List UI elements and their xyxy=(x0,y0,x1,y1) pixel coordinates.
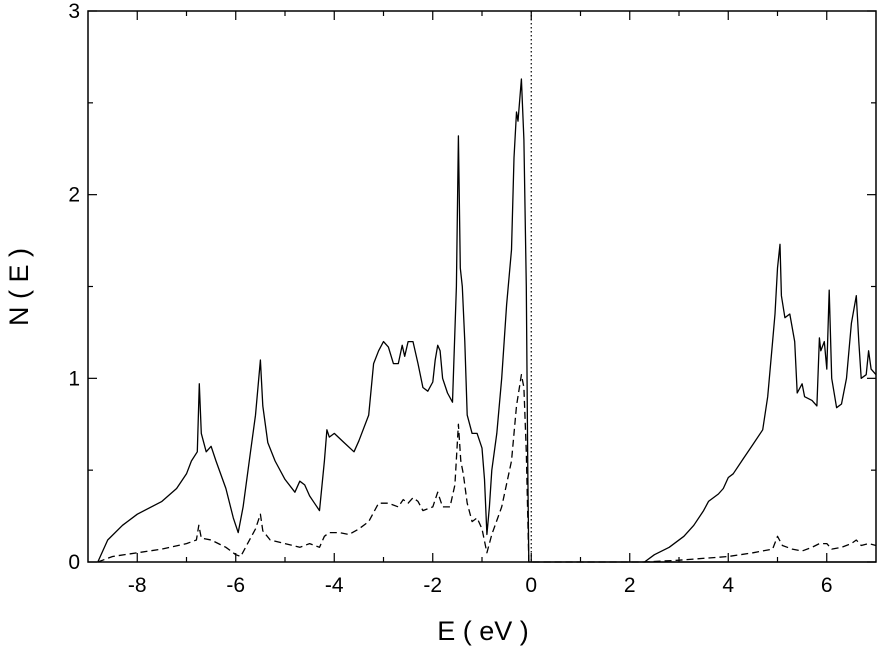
x-tick-label: -8 xyxy=(128,574,147,597)
x-tick-label: 6 xyxy=(821,574,833,597)
y-tick-label: 0 xyxy=(68,551,80,574)
x-axis-label: E ( eV ) xyxy=(437,616,529,646)
ticks-layer xyxy=(88,10,876,563)
y-tick-label: 2 xyxy=(68,184,80,207)
y-axis-label: N ( E ) xyxy=(4,248,34,326)
x-tick-label: -6 xyxy=(226,574,245,597)
series-line-3 xyxy=(97,374,877,563)
tick-labels-layer: -8 -6 -4 -2 0 2 4 6 0 1 2 3 xyxy=(68,0,832,597)
x-tick-label: -2 xyxy=(423,574,442,597)
y-tick-label: 1 xyxy=(68,367,80,390)
x-tick-label: 4 xyxy=(722,574,734,597)
x-tick-label: 2 xyxy=(624,574,636,597)
series-line-2 xyxy=(644,243,877,563)
x-tick-label: -4 xyxy=(325,574,344,597)
x-tick-label: 0 xyxy=(525,574,537,597)
y-tick-label: 3 xyxy=(68,0,80,23)
series-layer xyxy=(97,78,877,563)
series-line-1 xyxy=(97,78,876,563)
plot-frame xyxy=(87,10,877,563)
